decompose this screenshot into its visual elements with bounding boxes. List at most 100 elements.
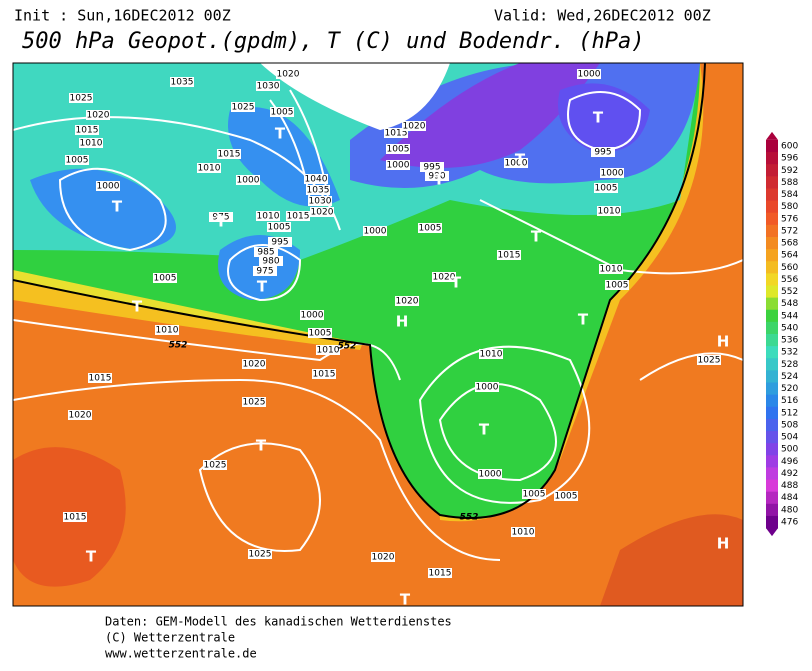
colorbar-swatch bbox=[766, 152, 778, 165]
colorbar-swatch bbox=[766, 188, 778, 202]
isobar-label-box bbox=[65, 155, 89, 165]
isobar-label: 1005 bbox=[595, 184, 618, 194]
isobar-label-box bbox=[256, 81, 280, 91]
colorbar-swatch bbox=[766, 358, 778, 371]
colorbar-swatch bbox=[766, 515, 778, 529]
isobar-label-box bbox=[256, 211, 280, 221]
isobar-label: 1015 bbox=[89, 374, 112, 384]
footer-line: Daten: GEM-Modell des kanadischen Wetter… bbox=[105, 615, 452, 629]
colorbar-swatch bbox=[766, 139, 778, 153]
isobar-label: 1025 bbox=[243, 398, 266, 408]
isobar-label-box bbox=[155, 325, 179, 335]
colorbar-label: 524 bbox=[781, 372, 798, 382]
isobar-label-box bbox=[242, 359, 266, 369]
isobar-label-box bbox=[209, 212, 233, 222]
isobar-label: 1010 bbox=[512, 528, 535, 538]
isobar-label-box bbox=[217, 149, 241, 159]
colorbar-swatch bbox=[766, 176, 778, 189]
isobar-label: 1015 bbox=[498, 251, 521, 261]
isobar-label-box bbox=[306, 185, 330, 195]
isobar-label-box bbox=[286, 211, 310, 221]
colorbar-label: 512 bbox=[781, 408, 798, 418]
isobar-label-box bbox=[253, 266, 277, 276]
isobar-label-box bbox=[594, 183, 618, 193]
isobar-label-box bbox=[69, 93, 93, 103]
pressure-center: T bbox=[515, 151, 526, 169]
colorbar-label: 588 bbox=[781, 178, 798, 188]
isobar-label-box bbox=[386, 144, 410, 154]
isobar-label-box bbox=[432, 272, 456, 282]
colorbar-swatch bbox=[766, 321, 778, 335]
isobar-label-box bbox=[479, 349, 503, 359]
isobar-label-box bbox=[418, 223, 442, 233]
valid-time: Valid: Wed,26DEC2012 00Z bbox=[494, 7, 711, 25]
isobar-label-box bbox=[591, 147, 615, 157]
isobar-label: 1015 bbox=[76, 126, 99, 136]
isobar-label: 1005 bbox=[268, 223, 291, 233]
colorbar-label: 508 bbox=[781, 420, 798, 430]
isobar-label: 1015 bbox=[287, 212, 310, 222]
isobar-label: 1020 bbox=[277, 70, 300, 80]
init-time: Init : Sun,16DEC2012 00Z bbox=[14, 7, 231, 25]
isobar-label-box bbox=[316, 345, 340, 355]
colorbar-swatch bbox=[766, 406, 778, 420]
colorbar-swatch bbox=[766, 479, 778, 493]
isobar-label-box bbox=[511, 527, 535, 537]
isobar-label: 1000 bbox=[387, 161, 410, 171]
colorbar-swatch bbox=[766, 334, 778, 347]
isobar-label: 1000 bbox=[364, 227, 387, 237]
isobar-label: 1005 bbox=[271, 108, 294, 118]
isobar-label-box bbox=[270, 107, 294, 117]
colorbar-label: 560 bbox=[781, 263, 798, 273]
isobar-label-box bbox=[428, 568, 452, 578]
colorbar-label: 480 bbox=[781, 505, 798, 515]
colorbar-label: 592 bbox=[781, 166, 798, 176]
colorbar-label: 548 bbox=[781, 299, 798, 309]
colorbar-label: 504 bbox=[781, 433, 798, 443]
isobar-label: 1000 bbox=[237, 176, 260, 186]
pressure-center: T bbox=[531, 228, 542, 246]
isobar-label: 1000 bbox=[578, 70, 601, 80]
isobar-label-box bbox=[236, 175, 260, 185]
contour-label: 552 bbox=[460, 513, 479, 523]
colorbar-swatch bbox=[766, 394, 778, 408]
map-field bbox=[13, 63, 743, 606]
pressure-center: T bbox=[400, 591, 411, 609]
isobar-label: 1000 bbox=[476, 383, 499, 393]
colorbar-label: 556 bbox=[781, 275, 798, 285]
colorbar-swatch bbox=[766, 418, 778, 432]
isobar-label: 1005 bbox=[523, 490, 546, 500]
isobar-label: 990 bbox=[428, 172, 445, 182]
isobar-label: 1005 bbox=[66, 156, 89, 166]
colorbar-label: 528 bbox=[781, 360, 798, 370]
colorbar-swatch bbox=[766, 309, 778, 323]
colorbar-label: 600 bbox=[781, 142, 798, 152]
isobar-label-box bbox=[75, 125, 99, 135]
isobar-label-box bbox=[363, 226, 387, 236]
isobar-label-box bbox=[597, 206, 621, 216]
contour-label: 552 bbox=[169, 341, 188, 351]
isobar-label: 1025 bbox=[204, 461, 227, 471]
isobar-label: 1020 bbox=[403, 122, 426, 132]
isobar-label: 1015 bbox=[313, 370, 336, 380]
colorbar-label: 532 bbox=[781, 348, 798, 358]
isobar-label: 1020 bbox=[372, 553, 395, 563]
isobar-label: 1005 bbox=[419, 224, 442, 234]
colorbar-swatch bbox=[766, 443, 778, 456]
colorbar-swatch bbox=[766, 236, 778, 250]
isobar-label-box bbox=[497, 250, 521, 260]
isobar-label-box bbox=[310, 207, 334, 217]
colorbar-label: 492 bbox=[781, 469, 798, 479]
isobar-label-box bbox=[153, 273, 177, 283]
isobar-label: 1040 bbox=[305, 175, 328, 185]
isobar-label-box bbox=[312, 369, 336, 379]
isobar-label: 1005 bbox=[606, 281, 629, 291]
isobar-label-box bbox=[248, 549, 272, 559]
isobar-label-box bbox=[420, 162, 444, 172]
isobar-label: 1005 bbox=[309, 329, 332, 339]
isobar-label-box bbox=[371, 552, 395, 562]
isobar-label-box bbox=[242, 397, 266, 407]
colorbar-label: 544 bbox=[781, 311, 798, 321]
isobar-label: 985 bbox=[257, 248, 274, 258]
